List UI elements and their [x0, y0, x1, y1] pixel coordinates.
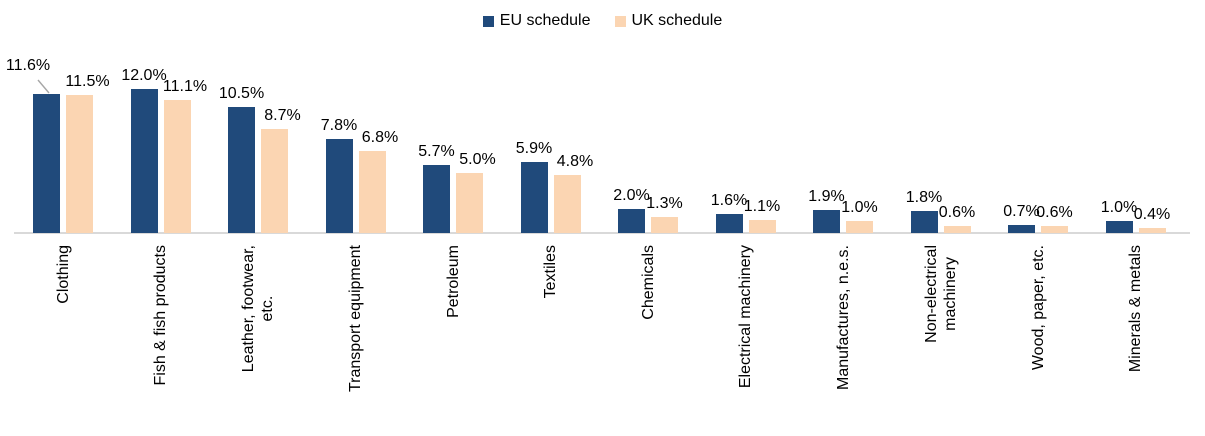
bar-uk-8	[846, 221, 873, 233]
value-label-uk-2: 8.7%	[264, 106, 301, 124]
category-label-6: Chemicals	[639, 245, 658, 436]
category-label-text: Textiles	[542, 245, 559, 299]
bar-uk-2	[261, 128, 288, 233]
value-label-uk-6: 1.3%	[646, 195, 683, 213]
bar-eu-0	[33, 93, 60, 233]
category-label-8: Manufactures, n.e.s.	[834, 245, 853, 436]
value-label-uk-7: 1.1%	[743, 197, 781, 215]
value-label-eu-2: 10.5%	[218, 85, 265, 102]
bar-uk-4	[456, 173, 483, 233]
category-label-0: Clothing	[54, 245, 73, 436]
legend: EU schedule UK schedule	[0, 12, 1205, 30]
legend-label-uk: UK schedule	[631, 12, 723, 29]
category-label-text: Electrical machinery	[737, 245, 754, 389]
bar-uk-1	[163, 99, 191, 233]
value-label-eu-6: 2.0%	[613, 187, 650, 204]
value-label-uk-3: 6.8%	[361, 129, 399, 147]
value-label-eu-3: 7.8%	[320, 117, 358, 135]
legend-label-eu: EU schedule	[499, 12, 591, 29]
category-label-text: Chemicals	[639, 245, 657, 320]
value-label-uk-10: 0.6%	[1036, 203, 1073, 221]
category-label-4: Petroleum	[444, 245, 463, 436]
category-label-1: Fish & fish products	[151, 245, 170, 436]
bar-uk-0	[66, 95, 93, 233]
value-label-uk-8: 1.0%	[841, 199, 878, 216]
category-label-2: Leather, footwear, etc.	[239, 245, 277, 436]
bar-eu-11	[1105, 221, 1133, 233]
value-label-uk-9: 0.6%	[938, 203, 976, 221]
value-label-eu-8: 1.9%	[808, 188, 845, 206]
category-label-9: Non-electrical machinery	[922, 245, 960, 436]
legend-swatch-eu-icon	[482, 15, 494, 27]
legend-item-uk: UK schedule	[614, 12, 723, 30]
value-label-eu-11: 1.0%	[1100, 199, 1138, 216]
bar-uk-10	[1041, 225, 1068, 233]
value-label-uk-1: 11.1%	[162, 77, 208, 95]
value-label-eu-1: 12.0%	[121, 67, 167, 84]
bar-eu-2	[228, 107, 255, 233]
bar-uk-3	[358, 151, 386, 233]
value-label-uk-4: 5.0%	[459, 151, 496, 168]
category-label-text: Wood, paper, etc.	[1029, 245, 1047, 371]
value-label-eu-4: 5.7%	[418, 142, 455, 160]
category-label-text: Leather, footwear, etc.	[240, 245, 276, 373]
bar-eu-5	[520, 162, 548, 233]
category-label-text: Clothing	[54, 245, 72, 304]
category-label-3: Transport equipment	[346, 245, 365, 436]
category-label-11: Minerals & metals	[1126, 245, 1145, 436]
category-label-7: Electrical machinery	[736, 245, 755, 436]
value-label-uk-5: 4.8%	[556, 153, 594, 171]
value-label-eu-0: 11.6%	[5, 57, 51, 74]
value-label-eu-5: 5.9%	[515, 140, 553, 158]
category-label-text: Minerals & metals	[1127, 245, 1144, 373]
value-label-eu-9: 1.8%	[905, 189, 943, 207]
category-label-10: Wood, paper, etc.	[1029, 245, 1048, 436]
bar-uk-5	[553, 175, 581, 233]
bar-eu-7	[715, 213, 743, 233]
bar-uk-9	[943, 225, 971, 233]
bar-eu-9	[910, 211, 938, 233]
x-axis-line	[14, 232, 1190, 234]
bar-uk-6	[651, 217, 678, 233]
bar-eu-3	[325, 139, 353, 233]
category-label-text: Non-electrical machinery	[922, 245, 959, 343]
category-label-text: Transport equipment	[347, 245, 364, 393]
bar-eu-8	[813, 210, 840, 233]
bar-eu-6	[618, 209, 645, 233]
bar-eu-10	[1008, 224, 1035, 233]
value-label-uk-0: 11.5%	[65, 73, 110, 90]
category-label-5: Textiles	[541, 245, 560, 436]
category-label-text: Manufactures, n.e.s.	[834, 245, 852, 390]
bar-uk-11	[1138, 228, 1166, 233]
category-label-text: Petroleum	[444, 245, 462, 318]
legend-swatch-uk-icon	[614, 15, 626, 27]
legend-item-eu: EU schedule	[482, 12, 591, 30]
value-label-eu-7: 1.6%	[710, 191, 748, 209]
value-label-uk-11: 0.4%	[1133, 206, 1171, 224]
bar-eu-4	[423, 164, 450, 233]
category-label-text: Fish & fish products	[152, 245, 169, 386]
value-label-eu-10: 0.7%	[1003, 202, 1040, 220]
bar-uk-7	[748, 219, 776, 233]
bar-eu-1	[130, 89, 158, 233]
